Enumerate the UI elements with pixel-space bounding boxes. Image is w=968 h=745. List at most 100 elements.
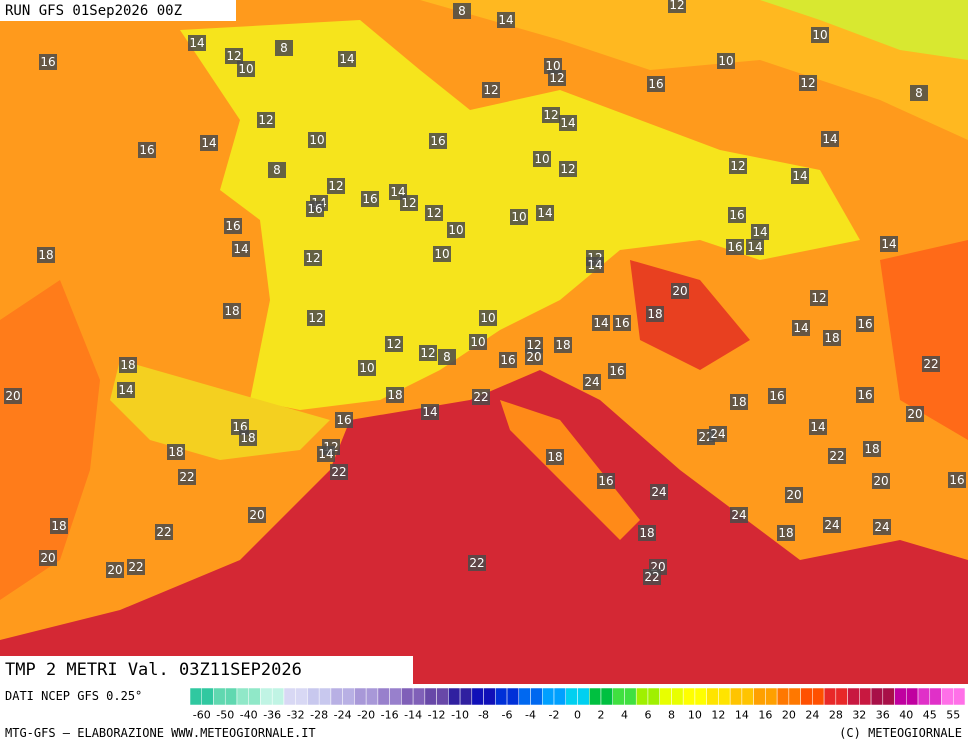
- colorbar-tick-label: 16: [758, 709, 772, 722]
- label-box: [856, 387, 874, 403]
- color-swatch: [401, 687, 414, 706]
- color-swatch: [682, 687, 696, 706]
- temp-label: 12: [258, 113, 273, 127]
- color-swatch: [483, 687, 496, 706]
- map: [0, 0, 968, 684]
- temp-label: 12: [669, 0, 684, 12]
- color-swatch: [236, 687, 249, 706]
- colorbar-tick-label: -20: [357, 709, 375, 722]
- colorbar-tick-label: 32: [852, 709, 866, 722]
- label-box: [106, 562, 124, 578]
- label-box: [386, 387, 404, 403]
- colorbar-tick-label: -28: [310, 709, 328, 722]
- temp-label: 10: [448, 223, 463, 237]
- colorbar-tick-label: 14: [735, 709, 749, 722]
- color-swatch: [788, 687, 801, 706]
- colorbar-tick-label: 10: [688, 709, 702, 722]
- color-swatch: [929, 687, 942, 706]
- label-box: [425, 205, 443, 221]
- color-swatch: [307, 687, 320, 706]
- label-box: [438, 349, 456, 365]
- label-box: [880, 236, 898, 252]
- temp-label: 10: [545, 59, 560, 73]
- colorbar-tick-label: 20: [782, 709, 796, 722]
- colorbar-tick-label: 8: [668, 709, 675, 722]
- label-box: [223, 303, 241, 319]
- label-box: [237, 61, 255, 77]
- color-swatch: [870, 687, 884, 706]
- temp-label: 16: [609, 364, 624, 378]
- color-swatch: [542, 687, 555, 706]
- label-box: [497, 12, 515, 28]
- color-swatch: [271, 687, 285, 706]
- label-box: [751, 224, 769, 240]
- label-box: [811, 27, 829, 43]
- temp-label: 16: [139, 143, 154, 157]
- colorbar-tick-label: 0: [574, 709, 581, 722]
- color-swatch: [330, 687, 343, 706]
- temp-label: 20: [786, 488, 801, 502]
- temp-label: 20: [873, 474, 888, 488]
- label-box: [533, 151, 551, 167]
- temp-label: 18: [555, 338, 570, 352]
- label-box: [433, 246, 451, 262]
- temp-label: 14: [118, 383, 133, 397]
- colorbar-tick-label: -10: [451, 709, 469, 722]
- temp-label: 22: [331, 465, 346, 479]
- temp-label: 24: [731, 508, 746, 522]
- temp-label: 24: [874, 520, 889, 534]
- label-box: [647, 76, 665, 92]
- source: DATI NCEP GFS 0.25°: [5, 689, 142, 703]
- label-box: [482, 82, 500, 98]
- color-swatch: [941, 687, 954, 706]
- temp-label: 10: [470, 335, 485, 349]
- temp-label: 16: [307, 202, 322, 216]
- temp-label: 10: [238, 62, 253, 76]
- label-box: [330, 464, 348, 480]
- color-swatch: [365, 687, 379, 706]
- temp-label: 8: [273, 163, 281, 177]
- colorbar-tick-label: 55: [946, 709, 960, 722]
- temp-label: 18: [240, 431, 255, 445]
- label-box: [828, 448, 846, 464]
- temp-label: 14: [318, 447, 333, 461]
- colorbar-tick-label: -12: [428, 709, 446, 722]
- label-box: [559, 161, 577, 177]
- temp-label: 16: [729, 208, 744, 222]
- temp-label: 10: [434, 247, 449, 261]
- temp-label: 18: [647, 307, 662, 321]
- temp-label: 18: [51, 519, 66, 533]
- temp-label: 22: [473, 390, 488, 404]
- label-box: [468, 555, 486, 571]
- temp-label: 16: [614, 316, 629, 330]
- temp-label: 8: [280, 41, 288, 55]
- label-box: [668, 0, 686, 13]
- label-box: [317, 446, 335, 462]
- temp-label: 24: [651, 485, 666, 499]
- run-title: RUN GFS 01Sep2026 00Z: [5, 3, 182, 19]
- temp-label: 20: [672, 284, 687, 298]
- label-box: [37, 247, 55, 263]
- temp-label: 16: [500, 353, 515, 367]
- temp-label: 8: [458, 4, 466, 18]
- temp-label: 10: [718, 54, 733, 68]
- color-swatch: [377, 687, 390, 706]
- color-swatch: [389, 687, 402, 706]
- label-box: [638, 525, 656, 541]
- color-swatch: [471, 687, 484, 706]
- label-box: [650, 484, 668, 500]
- label-box: [583, 374, 601, 390]
- color-swatch: [436, 687, 449, 706]
- temp-label: 12: [226, 49, 241, 63]
- temp-label: 16: [225, 219, 240, 233]
- color-swatch: [953, 687, 966, 706]
- label-box: [872, 473, 890, 489]
- color-swatch: [518, 687, 531, 706]
- temp-label: 14: [810, 420, 825, 434]
- label-box: [453, 3, 471, 19]
- label-box: [119, 357, 137, 373]
- label-box: [525, 349, 543, 365]
- label-box: [117, 382, 135, 398]
- label-box: [275, 40, 293, 56]
- label-box: [863, 441, 881, 457]
